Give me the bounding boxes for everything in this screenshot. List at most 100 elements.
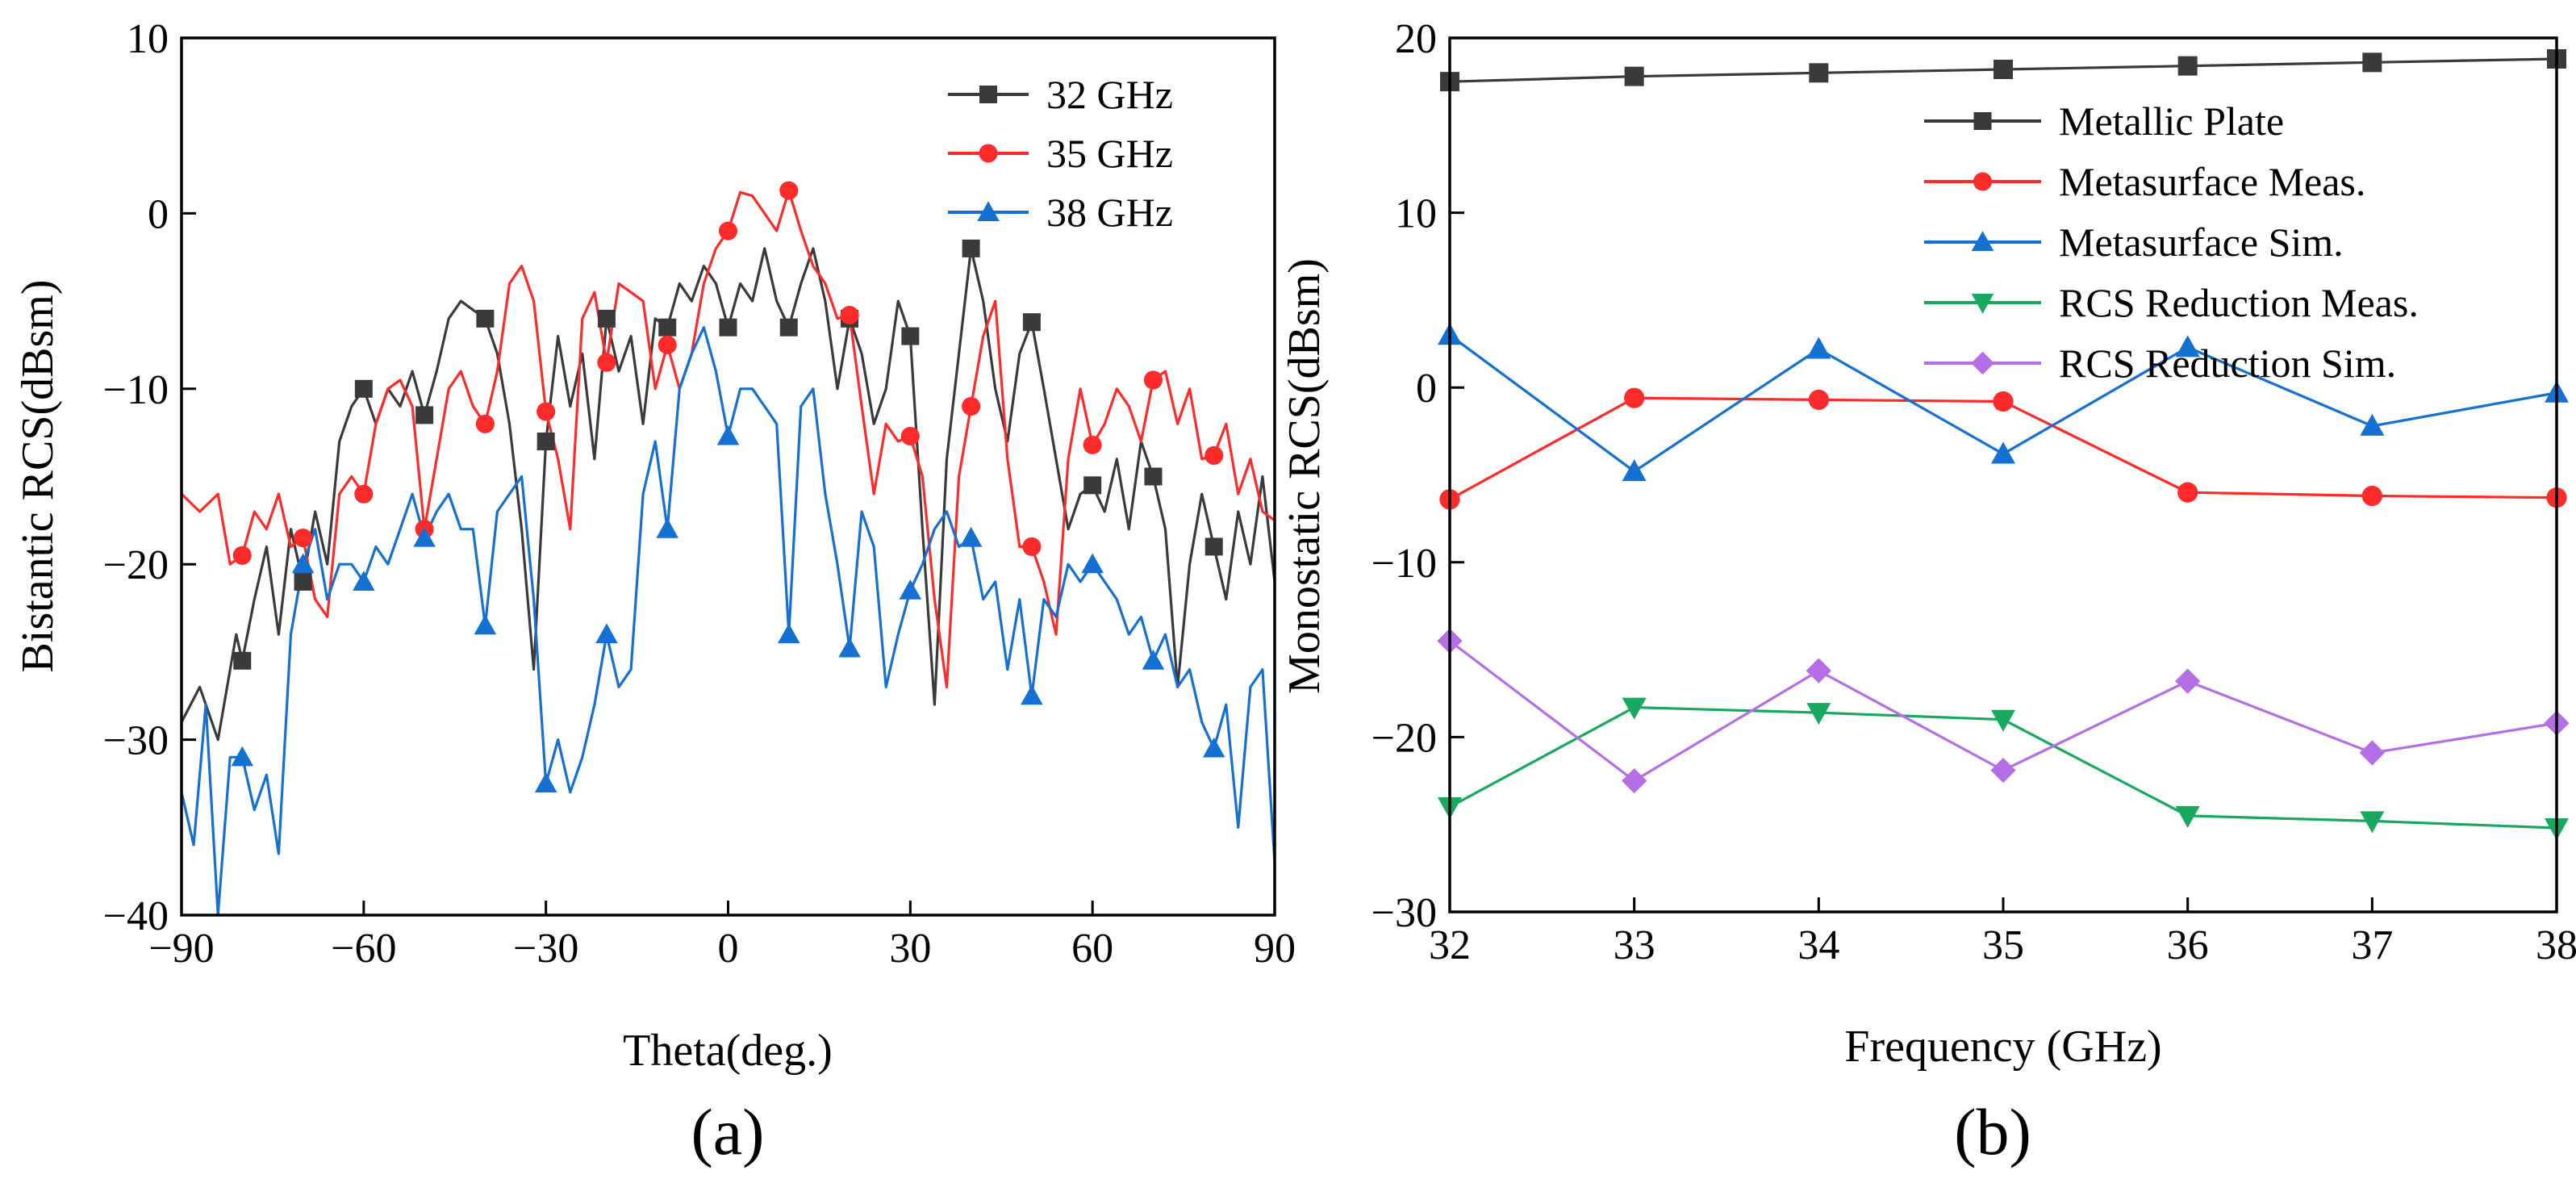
panel-a-y-tick-label: −40 [103, 893, 169, 939]
panel-a-data-point-32-ghz [719, 318, 737, 337]
panel-b-data-point-rcs-reduction-sim [1990, 757, 2016, 784]
panel-b-data-point-metasurface-meas [2177, 482, 2198, 503]
panel-b-y-tick-label: 0 [1416, 366, 1437, 412]
panel-b-x-tick-label: 36 [2167, 922, 2209, 968]
panel-a-x-tick-label: 60 [1071, 926, 1113, 972]
panel-a-data-point-32-ghz [1144, 467, 1163, 486]
panel-b-legend-label-metallic-plate: Metallic Plate [2059, 98, 2284, 144]
panel-a-data-point-32-ghz [476, 309, 495, 328]
panel-a-tick-labels: −90 −60 −30 0 30 60 90 −40 −30 −20 −10 0 10 [103, 16, 1296, 972]
panel-a-data-point-38-ghz [1081, 553, 1104, 574]
panel-b-legend-marker-rcs-reduction-sim [1971, 351, 1994, 375]
panel-a-x-axis-title: Theta(deg.) [623, 1026, 833, 1076]
panel-b-data-point-metasurface-meas [1624, 387, 1645, 408]
panel-a-data-point-38-ghz [413, 526, 436, 547]
panel-a-data-point-38-ghz [1142, 650, 1165, 670]
panel-a-x-tick-label: 90 [1254, 926, 1296, 972]
panel-b-data-point-metallic-plate [1994, 59, 2013, 79]
panel-a-data-point-35-ghz [1143, 370, 1163, 390]
panel-a-x-tick-label: 0 [718, 926, 739, 972]
panel-a-data-point-32-ghz [1204, 537, 1223, 556]
panel-b-data-point-metasurface-meas [1993, 391, 2014, 412]
panel-a-data-point-38-ghz [474, 614, 497, 635]
panel-b-data-point-rcs-reduction-meas [2360, 811, 2385, 834]
panel-b-y-tick-label: −30 [1372, 890, 1437, 936]
panel-a-data-point-38-ghz [838, 637, 861, 658]
panel-a-data-point-35-ghz [597, 353, 616, 372]
panel-a-data-point-38-ghz [353, 571, 375, 591]
panel-b-data-point-rcs-reduction-meas [1806, 703, 1831, 725]
panel-a-data-point-32-ghz [233, 651, 252, 670]
panel-b-legend-label-metasurface-sim: Metasurface Sim. [2059, 219, 2344, 265]
panel-b-x-tick-label: 32 [1429, 922, 1471, 968]
panel-a-x-tick-label: −60 [331, 926, 396, 972]
panel-b-y-tick-label: −10 [1372, 541, 1437, 587]
panel-b-x-tick-label: 34 [1797, 922, 1839, 968]
panel-b-data-point-rcs-reduction-meas [1991, 709, 2015, 732]
panel-b-y-axis-title: Monostatic RCS(dBsm) [1280, 258, 1330, 694]
panel-b-tick-labels: 32 33 34 35 36 37 38 −30 −20 −10 0 10 20 [1372, 16, 2576, 968]
panel-b-x-axis-title: Frequency (GHz) [1844, 1022, 2161, 1072]
panel-a-data-point-38-ghz [534, 772, 557, 792]
panel-a-bistatic-rcs-chart: −90 −60 −30 0 30 60 90 −40 −30 −20 −10 0 10 Theta(de… [13, 16, 1296, 1169]
panel-a-data-point-35-ghz [840, 305, 859, 325]
panel-a-data-point-35-ghz [294, 529, 313, 548]
panel-b-legend-label-rcs-reduction-meas: RCS Reduction Meas. [2059, 280, 2419, 325]
panel-a-data-point-32-ghz [354, 379, 373, 398]
panel-b-data-point-metasurface-sim [1991, 441, 2015, 464]
panel-b-y-tick-label: 10 [1395, 191, 1437, 237]
panel-b-legend: Metallic Plate Metasurface Meas. Metasurfa… [1924, 98, 2419, 386]
panel-b-data-point-metallic-plate [1809, 63, 1829, 83]
panel-a-data-point-38-ghz [778, 623, 800, 644]
panel-a-data-point-32-ghz [1022, 313, 1041, 332]
panel-b-data-point-rcs-reduction-sim [2359, 740, 2385, 766]
panel-a-legend-marker-32-ghz [979, 86, 997, 103]
panel-a-data-point-32-ghz [536, 433, 555, 451]
panel-b-monostatic-rcs-chart: 32 33 34 35 36 37 38 −30 −20 −10 0 10 20 Frequency (… [1280, 16, 2576, 1169]
panel-a-y-tick-label: −10 [103, 367, 169, 413]
panel-a-data-point-35-ghz [475, 414, 495, 433]
panel-a-markers [231, 181, 1225, 792]
panel-a-data-point-38-ghz [231, 746, 254, 767]
panel-b-data-point-metallic-plate [1624, 66, 1644, 86]
panel-a-data-point-35-ghz [718, 221, 738, 240]
panel-b-x-tick-label: 35 [1982, 922, 2024, 968]
panel-b-data-point-rcs-reduction-sim [1806, 658, 1831, 684]
panel-a-x-tick-label: 30 [889, 926, 931, 972]
panel-b-data-point-metasurface-sim [1806, 337, 1831, 359]
panel-a-data-point-38-ghz [1021, 684, 1043, 705]
panel-a-data-point-32-ghz [294, 572, 312, 591]
panel-b-legend-marker-metasurface-sim [1971, 231, 1994, 251]
panel-a-legend-label-32-ghz: 32 GHz [1046, 72, 1173, 117]
panel-a-data-point-32-ghz [779, 318, 798, 337]
panel-a-data-point-38-ghz [656, 517, 678, 538]
panel-b-legend-label-metasurface-meas: Metasurface Meas. [2059, 159, 2365, 204]
panel-b-data-point-metallic-plate [2362, 52, 2382, 73]
panel-a-data-point-35-ghz [962, 396, 981, 416]
panel-b-legend-marker-rcs-reduction-meas [1971, 294, 1994, 314]
panel-a-y-tick-label: −30 [103, 718, 169, 764]
panel-b-data-point-rcs-reduction-sim [2175, 668, 2201, 694]
panel-a-data-point-35-ghz [1083, 435, 1102, 454]
panel-b-data-point-rcs-reduction-meas [1622, 697, 1647, 720]
panel-b-y-tick-label: 20 [1395, 16, 1437, 62]
panel-a-data-point-32-ghz [597, 309, 616, 328]
panel-a-y-tick-label: −20 [103, 542, 169, 588]
panel-a-legend-label-38-ghz: 38 GHz [1046, 190, 1173, 235]
panel-a-data-point-35-ghz [1022, 537, 1042, 557]
panel-a-data-point-32-ghz [415, 406, 434, 424]
panel-b-data-point-metasurface-meas [2361, 485, 2382, 507]
panel-a-data-point-35-ghz [354, 484, 374, 504]
panel-b-legend-marker-metasurface-meas [1973, 172, 1993, 191]
panel-a-data-point-35-ghz [658, 335, 677, 355]
panel-a-y-tick-label: 0 [148, 191, 169, 237]
panel-b-y-tick-label: −20 [1372, 715, 1437, 761]
panel-a-y-axis-title: Bistantic RCS(dBsm) [13, 280, 63, 673]
panel-a-data-point-35-ghz [900, 426, 920, 446]
panel-b-data-point-metasurface-sim [2360, 413, 2385, 436]
panel-a-legend-marker-38-ghz [977, 201, 1000, 221]
panel-a-x-tick-label: −30 [513, 926, 578, 972]
panel-a-data-point-38-ghz [716, 424, 740, 445]
